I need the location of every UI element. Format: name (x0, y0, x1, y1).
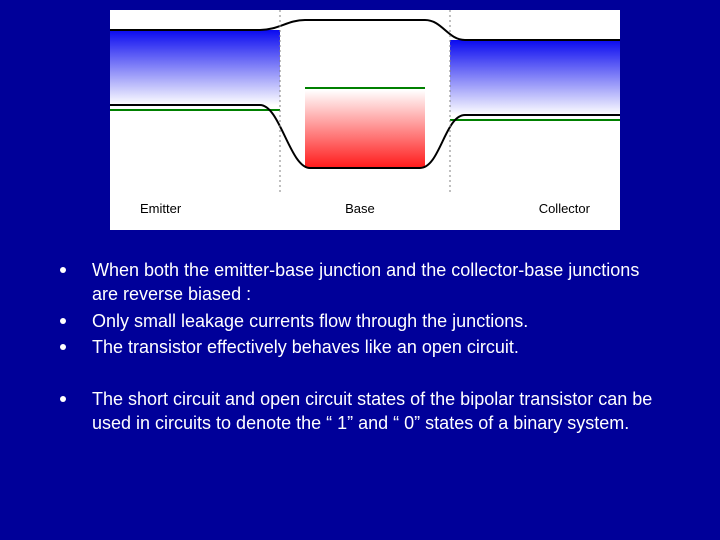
bullet-text: The short circuit and open circuit state… (92, 387, 660, 436)
bullet-list: When both the emitter-base junction and … (60, 258, 660, 464)
label-base: Base (345, 201, 375, 216)
band-diagram-panel: Emitter Base Collector (110, 10, 620, 230)
bullet-group-2: The short circuit and open circuit state… (60, 387, 660, 436)
bullet-group-1: When both the emitter-base junction and … (60, 258, 660, 359)
bullet-dot-icon (60, 344, 66, 350)
label-collector: Collector (539, 201, 590, 216)
bullet-item: The short circuit and open circuit state… (60, 387, 660, 436)
emitter-cb-fill (110, 30, 280, 105)
bullet-text: Only small leakage currents flow through… (92, 309, 660, 333)
label-emitter: Emitter (140, 201, 181, 216)
bullet-text: The transistor effectively behaves like … (92, 335, 660, 359)
bullet-dot-icon (60, 267, 66, 273)
bullet-item: Only small leakage currents flow through… (60, 309, 660, 333)
bullet-dot-icon (60, 396, 66, 402)
bullet-item: When both the emitter-base junction and … (60, 258, 660, 307)
collector-cb-fill (450, 40, 620, 115)
diagram-labels-row: Emitter Base Collector (110, 195, 620, 216)
bullet-dot-icon (60, 318, 66, 324)
bullet-text: When both the emitter-base junction and … (92, 258, 660, 307)
base-vb-fill (305, 90, 425, 168)
bullet-item: The transistor effectively behaves like … (60, 335, 660, 359)
band-diagram-svg (110, 10, 620, 195)
